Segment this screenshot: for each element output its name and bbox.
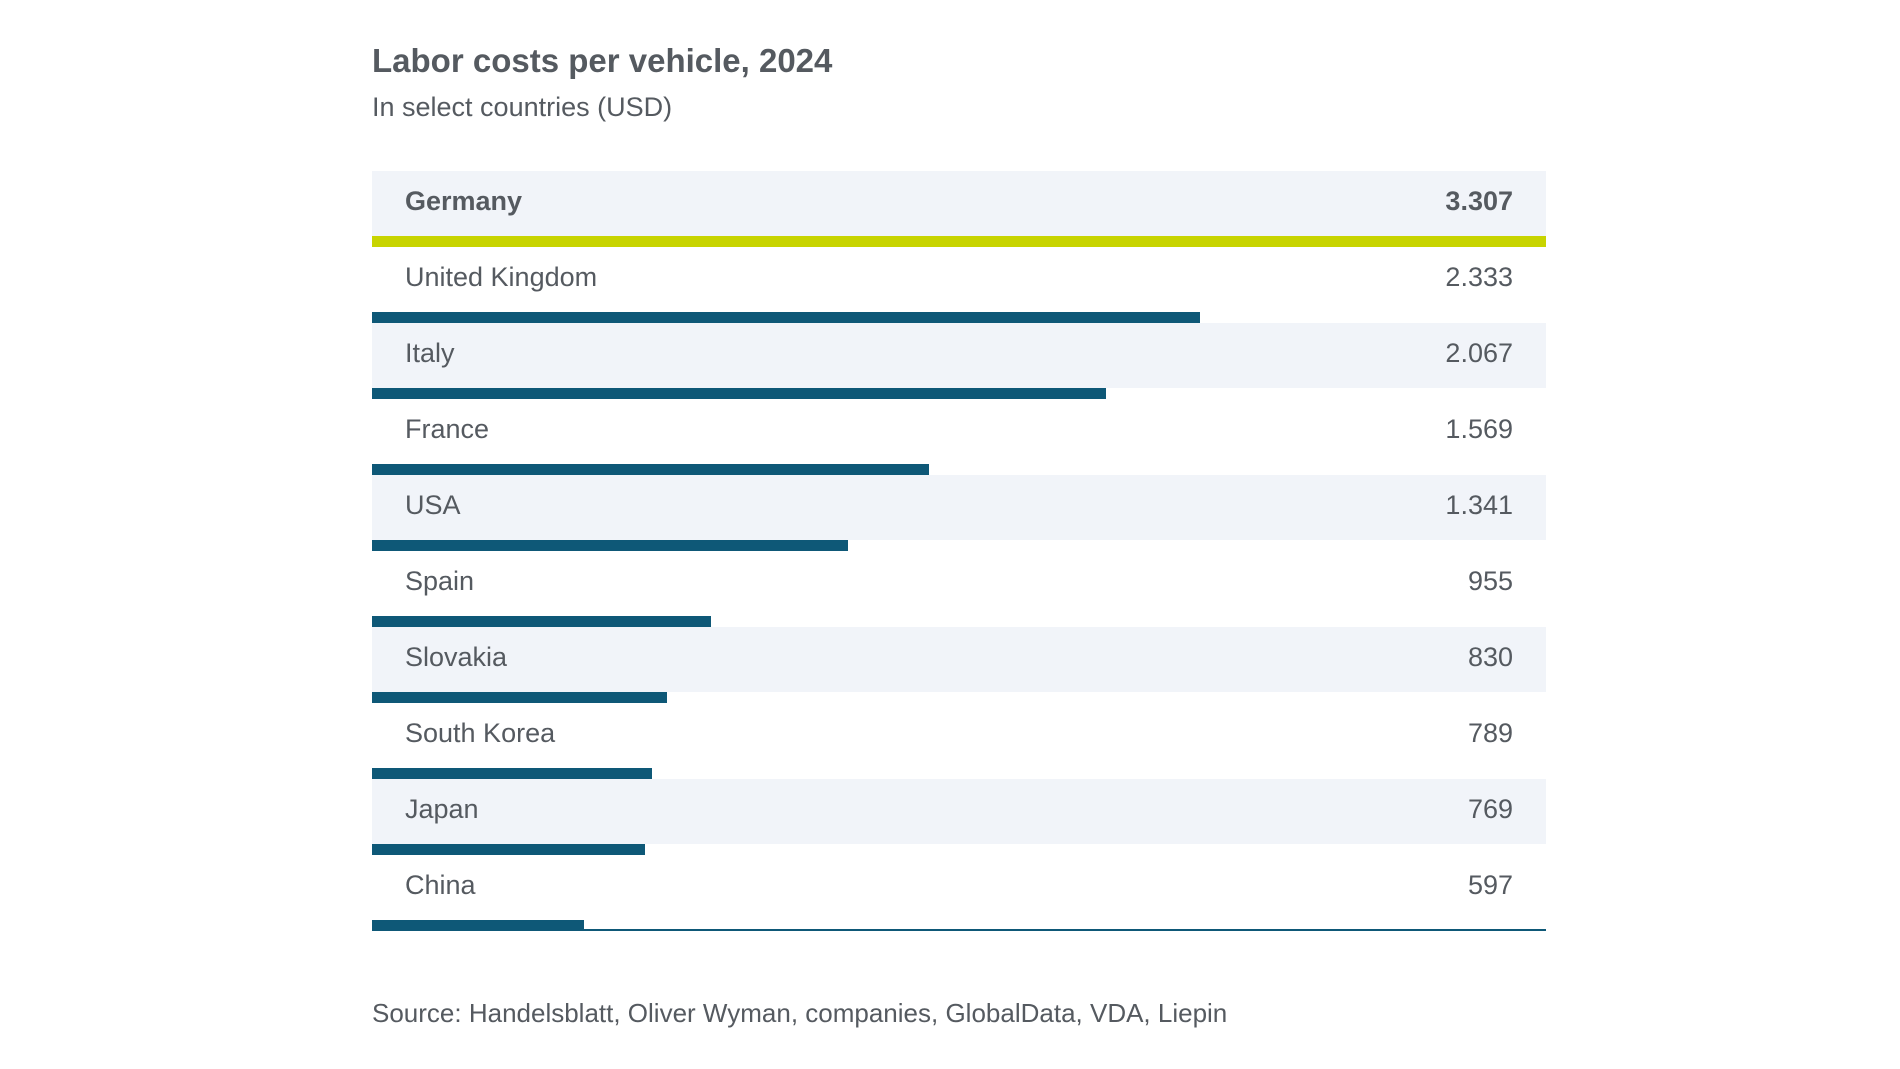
chart-row-germany: Germany 3.307 xyxy=(372,171,1546,236)
value-label: 2.333 xyxy=(1445,262,1513,292)
chart-row-france: France 1.569 xyxy=(372,399,1546,464)
category-label: Italy xyxy=(405,338,455,368)
bar-china xyxy=(372,920,584,931)
chart-row-italy: Italy 2.067 xyxy=(372,323,1546,388)
value-label: 830 xyxy=(1467,642,1513,672)
chart-row-china: China 597 xyxy=(372,855,1546,920)
bar-chart: Germany 3.307 United Kingdom 2.333 Italy 2.06… xyxy=(372,171,1546,931)
value-label: 769 xyxy=(1467,794,1513,824)
value-label: 789 xyxy=(1467,718,1513,748)
category-label: Spain xyxy=(405,566,475,596)
chart-row-usa: USA 1.341 xyxy=(372,475,1546,540)
bar-spain xyxy=(372,616,711,627)
chart-subtitle: In select countries (USD) xyxy=(372,92,673,122)
bar-germany xyxy=(372,236,1546,247)
category-label: Germany xyxy=(405,186,523,216)
value-label: 955 xyxy=(1467,566,1513,596)
bar-usa xyxy=(372,540,848,551)
category-label: USA xyxy=(405,490,461,520)
bar-south-korea xyxy=(372,768,652,779)
category-label: South Korea xyxy=(405,718,556,748)
chart-source: Source: Handelsblatt, Oliver Wyman, comp… xyxy=(372,998,1228,1028)
value-label: 597 xyxy=(1467,870,1513,900)
bar-slovakia xyxy=(372,692,667,703)
category-label: France xyxy=(405,414,490,444)
bar-italy xyxy=(372,388,1106,399)
chart-baseline xyxy=(372,929,1546,931)
bar-japan xyxy=(372,844,645,855)
chart-row-spain: Spain 955 xyxy=(372,551,1546,616)
value-label: 1.569 xyxy=(1445,414,1513,444)
chart-row-japan: Japan 769 xyxy=(372,779,1546,844)
category-label: Japan xyxy=(405,794,479,824)
value-label: 2.067 xyxy=(1445,338,1513,368)
chart-row-slovakia: Slovakia 830 xyxy=(372,627,1546,692)
bar-france xyxy=(372,464,929,475)
value-label: 3.307 xyxy=(1445,186,1513,216)
chart-row-south-korea: South Korea 789 xyxy=(372,703,1546,768)
category-label: Slovakia xyxy=(405,642,508,672)
category-label: United Kingdom xyxy=(405,262,598,292)
value-label: 1.341 xyxy=(1445,490,1513,520)
chart-title: Labor costs per vehicle, 2024 xyxy=(372,42,833,79)
chart-row-united-kingdom: United Kingdom 2.333 xyxy=(372,247,1546,312)
bar-united-kingdom xyxy=(372,312,1200,323)
category-label: China xyxy=(405,870,476,900)
